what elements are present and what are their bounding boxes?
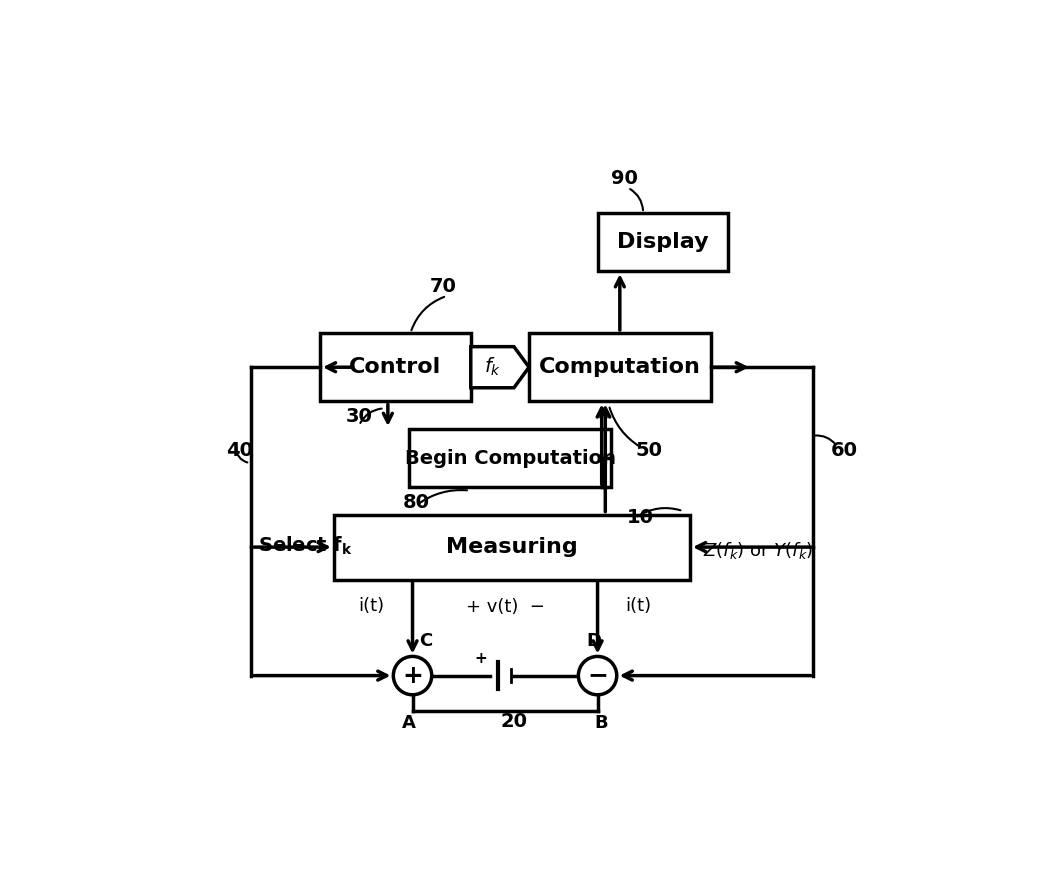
Text: $f_k$: $f_k$ bbox=[484, 356, 501, 378]
FancyArrowPatch shape bbox=[418, 490, 467, 504]
FancyArrowPatch shape bbox=[610, 408, 640, 447]
Polygon shape bbox=[471, 346, 530, 388]
Text: 30: 30 bbox=[346, 407, 373, 426]
Text: i(t): i(t) bbox=[626, 596, 651, 615]
Bar bbox=[597, 213, 728, 271]
Circle shape bbox=[578, 657, 616, 695]
Text: Display: Display bbox=[616, 232, 708, 252]
Text: $Z(f_k)$ or $Y(f_k)$: $Z(f_k)$ or $Y(f_k)$ bbox=[703, 540, 813, 562]
Circle shape bbox=[393, 657, 432, 695]
Text: 40: 40 bbox=[227, 441, 253, 460]
Text: D: D bbox=[587, 632, 602, 650]
Text: Select $\mathbf{f_k}$: Select $\mathbf{f_k}$ bbox=[258, 534, 353, 556]
FancyArrowPatch shape bbox=[360, 409, 381, 423]
Text: 80: 80 bbox=[402, 493, 429, 512]
FancyArrowPatch shape bbox=[236, 448, 248, 463]
Text: + v(t)  −: + v(t) − bbox=[466, 598, 544, 616]
Bar bbox=[530, 333, 711, 401]
Text: +: + bbox=[402, 664, 423, 688]
FancyArrowPatch shape bbox=[638, 508, 681, 516]
FancyArrowPatch shape bbox=[630, 189, 643, 210]
Text: C: C bbox=[419, 632, 433, 650]
Text: B: B bbox=[594, 714, 608, 732]
Text: 50: 50 bbox=[635, 441, 662, 460]
Bar bbox=[409, 429, 611, 487]
Text: A: A bbox=[402, 714, 416, 732]
Text: 70: 70 bbox=[430, 277, 456, 295]
Text: Control: Control bbox=[349, 357, 442, 377]
FancyArrowPatch shape bbox=[411, 297, 444, 330]
Text: Computation: Computation bbox=[539, 357, 701, 377]
Bar bbox=[334, 514, 690, 579]
Text: 20: 20 bbox=[500, 712, 527, 731]
Text: +: + bbox=[474, 651, 487, 666]
Bar bbox=[320, 333, 471, 401]
Text: Begin Computation: Begin Computation bbox=[405, 449, 615, 467]
Text: 60: 60 bbox=[830, 441, 858, 460]
Text: Measuring: Measuring bbox=[446, 537, 578, 557]
Text: 10: 10 bbox=[627, 508, 654, 528]
Text: i(t): i(t) bbox=[358, 596, 384, 615]
FancyArrowPatch shape bbox=[814, 435, 836, 444]
Text: −: − bbox=[587, 664, 608, 688]
Text: 90: 90 bbox=[611, 168, 639, 188]
